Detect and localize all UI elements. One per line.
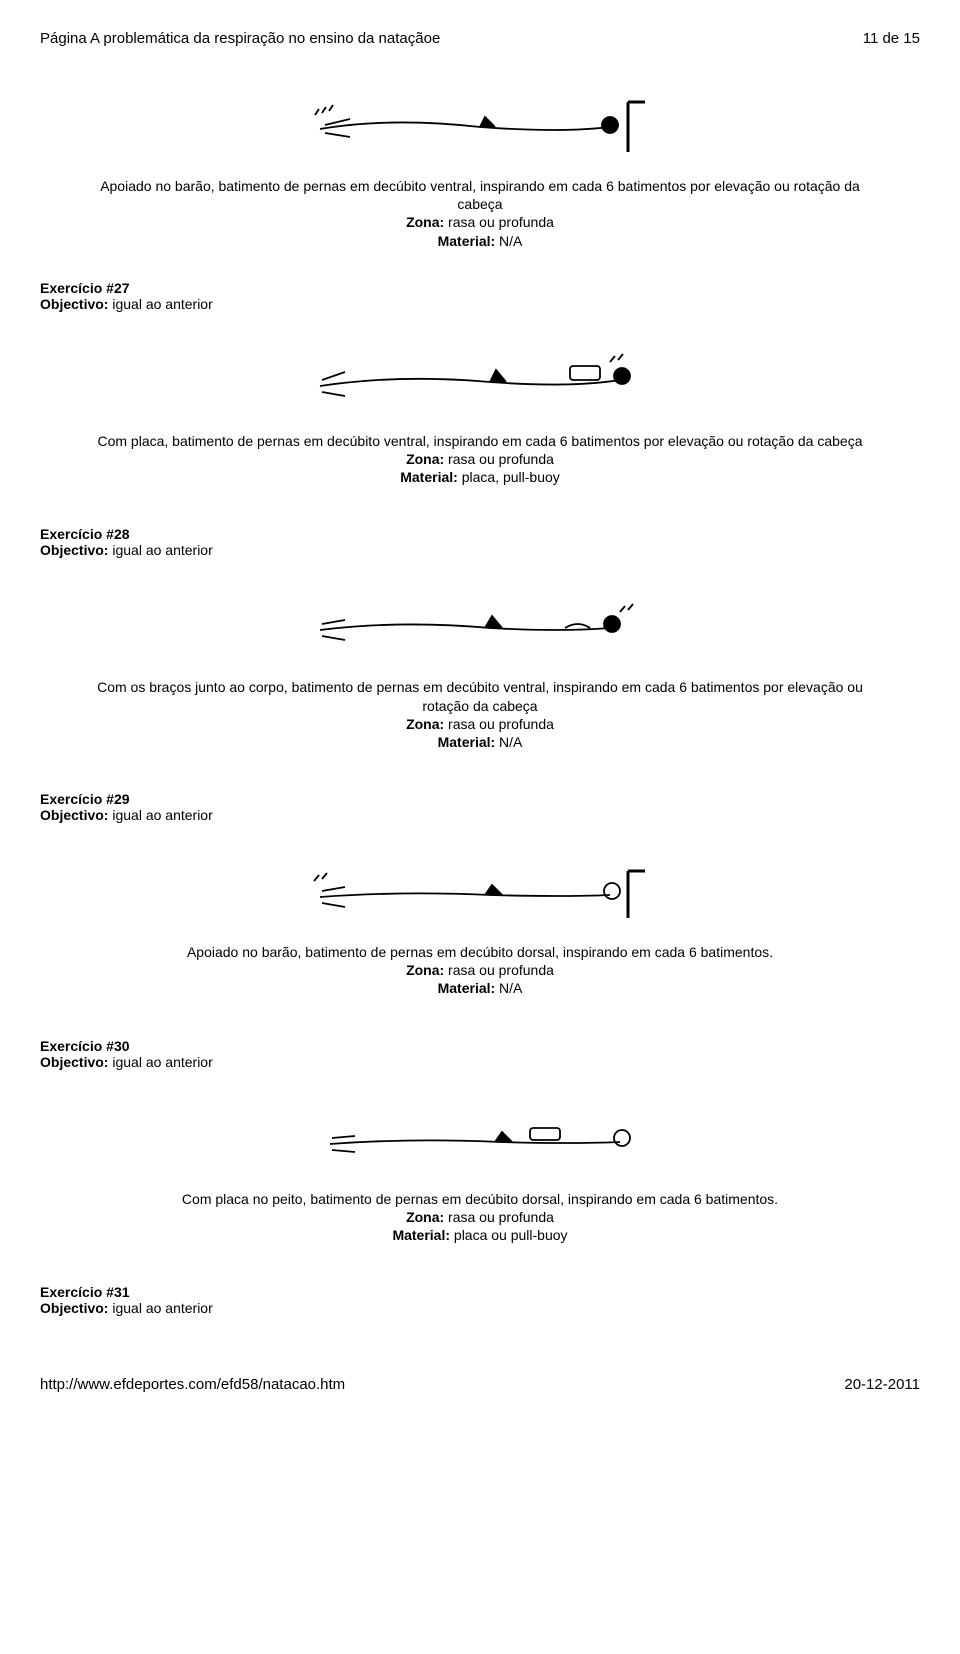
desc-text: Com placa no peito, batimento de pernas … bbox=[182, 1191, 778, 1207]
exercise-28: Exercício #28 Objectivo: igual ao anteri… bbox=[40, 526, 920, 751]
zona-value: rasa ou profunda bbox=[444, 1209, 554, 1225]
mat-label: Material: bbox=[438, 980, 496, 996]
exercise-title: Exercício #28 bbox=[40, 526, 920, 542]
mat-value: N/A bbox=[495, 980, 522, 996]
mat-label: Material: bbox=[400, 469, 458, 485]
swimmer-icon bbox=[310, 863, 650, 923]
exercise-30: Exercício #30 Objectivo: igual ao anteri… bbox=[40, 1038, 920, 1245]
obj-label: Objectivo: bbox=[40, 1300, 108, 1316]
exercise-desc: Com os braços junto ao corpo, batimento … bbox=[90, 678, 870, 751]
zona-label: Zona: bbox=[406, 1209, 444, 1225]
exercise-29: Exercício #29 Objectivo: igual ao anteri… bbox=[40, 791, 920, 998]
exercise-objective: Objectivo: igual ao anterior bbox=[40, 807, 920, 823]
intro-desc: Apoiado no barão, batimento de pernas em… bbox=[90, 177, 870, 250]
obj-label: Objectivo: bbox=[40, 1054, 108, 1070]
mat-label: Material: bbox=[438, 734, 496, 750]
desc-text: Com placa, batimento de pernas em decúbi… bbox=[97, 433, 862, 449]
obj-value: igual ao anterior bbox=[108, 807, 212, 823]
exercise-objective: Objectivo: igual ao anterior bbox=[40, 296, 920, 312]
zona-value: rasa ou profunda bbox=[444, 962, 554, 978]
exercise-desc: Com placa, batimento de pernas em decúbi… bbox=[90, 432, 870, 487]
exercise-title: Exercício #30 bbox=[40, 1038, 920, 1054]
figure-29 bbox=[40, 863, 920, 923]
exercise-title: Exercício #27 bbox=[40, 280, 920, 296]
mat-value: placa, pull-buoy bbox=[458, 469, 560, 485]
mat-value: placa ou pull-buoy bbox=[450, 1227, 568, 1243]
figure-27 bbox=[40, 352, 920, 412]
footer-left: http://www.efdeportes.com/efd58/natacao.… bbox=[40, 1376, 345, 1393]
figure-28 bbox=[40, 598, 920, 658]
intro-text: Apoiado no barão, batimento de pernas em… bbox=[100, 178, 860, 212]
intro-mat-label: Material: bbox=[438, 233, 496, 249]
mat-value: N/A bbox=[495, 734, 522, 750]
zona-label: Zona: bbox=[406, 716, 444, 732]
header-right: 11 de 15 bbox=[863, 30, 920, 47]
obj-value: igual ao anterior bbox=[108, 542, 212, 558]
zona-value: rasa ou profunda bbox=[444, 716, 554, 732]
obj-value: igual ao anterior bbox=[108, 296, 212, 312]
page-footer: http://www.efdeportes.com/efd58/natacao.… bbox=[40, 1376, 920, 1393]
exercise-objective: Objectivo: igual ao anterior bbox=[40, 1300, 920, 1316]
footer-right: 20-12-2011 bbox=[844, 1376, 920, 1393]
figure-intro bbox=[40, 97, 920, 157]
swimmer-icon bbox=[310, 352, 650, 412]
exercise-title: Exercício #31 bbox=[40, 1284, 920, 1300]
obj-label: Objectivo: bbox=[40, 807, 108, 823]
zona-value: rasa ou profunda bbox=[444, 451, 554, 467]
swimmer-icon bbox=[310, 97, 650, 157]
intro-mat-value: N/A bbox=[495, 233, 522, 249]
exercise-objective: Objectivo: igual ao anterior bbox=[40, 542, 920, 558]
header-left: Página A problemática da respiração no e… bbox=[40, 30, 440, 47]
obj-value: igual ao anterior bbox=[108, 1300, 212, 1316]
obj-label: Objectivo: bbox=[40, 542, 108, 558]
exercise-27: Exercício #27 Objectivo: igual ao anteri… bbox=[40, 280, 920, 487]
mat-label: Material: bbox=[392, 1227, 450, 1243]
obj-value: igual ao anterior bbox=[108, 1054, 212, 1070]
intro-zona-value: rasa ou profunda bbox=[444, 214, 554, 230]
exercise-objective: Objectivo: igual ao anterior bbox=[40, 1054, 920, 1070]
page-header: Página A problemática da respiração no e… bbox=[40, 30, 920, 47]
exercise-desc: Com placa no peito, batimento de pernas … bbox=[90, 1190, 870, 1245]
figure-30 bbox=[40, 1110, 920, 1170]
exercise-31: Exercício #31 Objectivo: igual ao anteri… bbox=[40, 1284, 920, 1316]
obj-label: Objectivo: bbox=[40, 296, 108, 312]
swimmer-icon bbox=[310, 1110, 650, 1170]
desc-text: Apoiado no barão, batimento de pernas em… bbox=[187, 944, 773, 960]
zona-label: Zona: bbox=[406, 962, 444, 978]
intro-zona-label: Zona: bbox=[406, 214, 444, 230]
exercise-desc: Apoiado no barão, batimento de pernas em… bbox=[90, 943, 870, 998]
exercise-title: Exercício #29 bbox=[40, 791, 920, 807]
swimmer-icon bbox=[310, 598, 650, 658]
zona-label: Zona: bbox=[406, 451, 444, 467]
desc-text: Com os braços junto ao corpo, batimento … bbox=[97, 679, 863, 713]
